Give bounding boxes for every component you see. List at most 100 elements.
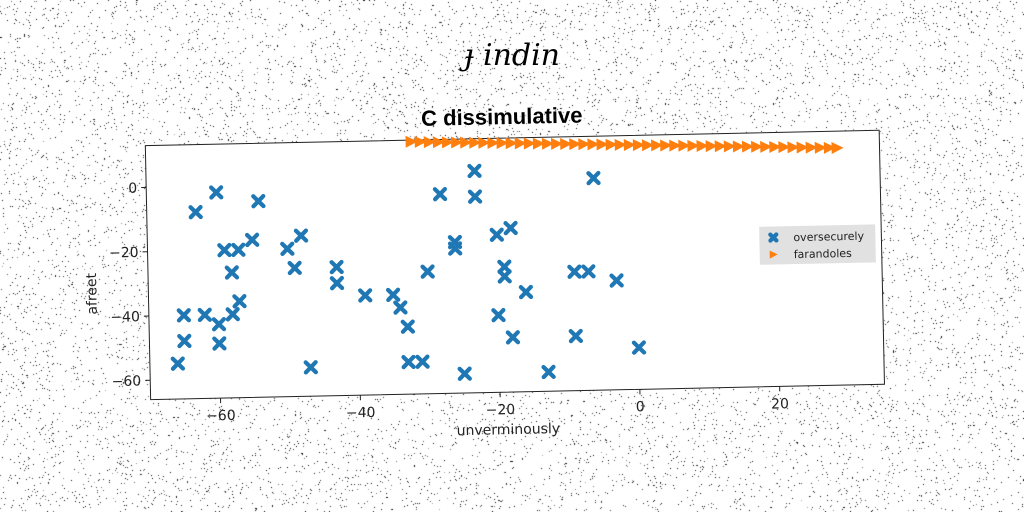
data-point — [660, 139, 673, 152]
data-point — [287, 260, 302, 276]
data-point — [469, 136, 482, 149]
data-point — [489, 227, 504, 242]
data-point — [814, 141, 827, 154]
data-point — [760, 140, 773, 153]
data-point — [503, 220, 518, 236]
data-point — [467, 163, 482, 179]
data-point — [358, 288, 373, 303]
y-tick-label: −60 — [112, 373, 142, 390]
legend-box — [759, 224, 876, 265]
figure-suptitle: ɟ indin — [463, 38, 561, 73]
axes-frame — [144, 129, 885, 401]
data-point — [497, 269, 512, 284]
data-point — [491, 307, 506, 323]
data-point — [432, 136, 445, 149]
data-point — [177, 333, 192, 349]
chart-title: C dissimulative — [421, 102, 583, 130]
data-point — [568, 328, 584, 344]
x-tick-label: −40 — [346, 405, 376, 422]
data-point — [400, 319, 416, 334]
x-axis: −60 −40 −20 0 20 — [206, 386, 789, 424]
data-point — [176, 308, 192, 323]
legend-label: oversecurely — [793, 230, 864, 244]
data-point — [723, 140, 736, 153]
series-farandoles — [405, 135, 844, 154]
data-point — [405, 135, 418, 148]
data-point — [293, 228, 309, 243]
data-point — [518, 284, 534, 300]
data-point — [609, 273, 624, 288]
legend: oversecurely farandoles — [759, 224, 876, 265]
data-point — [587, 138, 600, 151]
legend-marker — [768, 232, 779, 243]
data-point — [732, 140, 745, 153]
data-point — [244, 232, 260, 248]
data-point — [170, 356, 186, 371]
data-point — [393, 300, 408, 315]
data-point — [450, 136, 464, 149]
data-point — [714, 140, 727, 153]
data-point — [632, 139, 645, 152]
data-point — [581, 264, 596, 279]
series-layer — [170, 135, 844, 381]
x-tick-label: 0 — [636, 399, 645, 415]
data-point — [441, 136, 454, 149]
data-point — [787, 141, 800, 154]
data-point — [401, 354, 416, 370]
data-point — [209, 185, 224, 200]
data-point — [523, 137, 536, 150]
data-point — [505, 330, 521, 345]
data-point — [414, 135, 427, 148]
data-point — [225, 307, 240, 322]
y-tick-label: −40 — [110, 309, 140, 326]
x-tick-label: 20 — [771, 396, 789, 412]
data-point — [329, 275, 345, 291]
data-point — [460, 136, 473, 149]
data-point — [329, 259, 344, 275]
data-point — [478, 136, 491, 149]
x-tick-label: −20 — [486, 402, 516, 419]
data-point — [641, 139, 655, 152]
data-point — [415, 354, 430, 369]
y-tick-label: −20 — [109, 245, 139, 262]
data-point — [631, 340, 647, 355]
data-point — [805, 141, 818, 154]
data-point — [831, 142, 844, 154]
data-point — [569, 138, 582, 151]
data-point — [741, 140, 755, 153]
data-point — [532, 137, 545, 150]
data-point — [487, 136, 500, 149]
y-axis: 0 −20 −40 −60 — [109, 181, 151, 390]
data-point — [505, 137, 518, 150]
data-point — [432, 186, 448, 202]
data-point — [224, 265, 240, 280]
data-point — [650, 139, 664, 152]
data-point — [769, 141, 782, 154]
legend-label: farandoles — [794, 247, 853, 261]
data-point — [497, 259, 512, 274]
data-point — [678, 139, 691, 152]
data-point — [541, 364, 556, 380]
data-point — [550, 137, 564, 150]
x-axis-label: unverminously — [456, 421, 560, 439]
data-point — [696, 140, 709, 153]
data-point — [823, 141, 836, 154]
data-point — [687, 139, 700, 152]
data-point — [778, 141, 791, 154]
data-point — [560, 138, 573, 151]
data-point — [605, 138, 618, 151]
x-tick-label: −60 — [206, 408, 236, 425]
data-point — [197, 307, 212, 323]
data-point — [751, 140, 764, 153]
data-point — [623, 138, 636, 151]
series-oversecurely — [170, 163, 647, 381]
data-point — [211, 316, 227, 332]
data-point — [217, 242, 232, 258]
data-point — [705, 140, 718, 153]
data-point — [212, 336, 227, 351]
legend-marker — [769, 250, 778, 259]
data-point — [514, 137, 527, 150]
data-point — [669, 139, 682, 152]
data-point — [303, 360, 318, 375]
